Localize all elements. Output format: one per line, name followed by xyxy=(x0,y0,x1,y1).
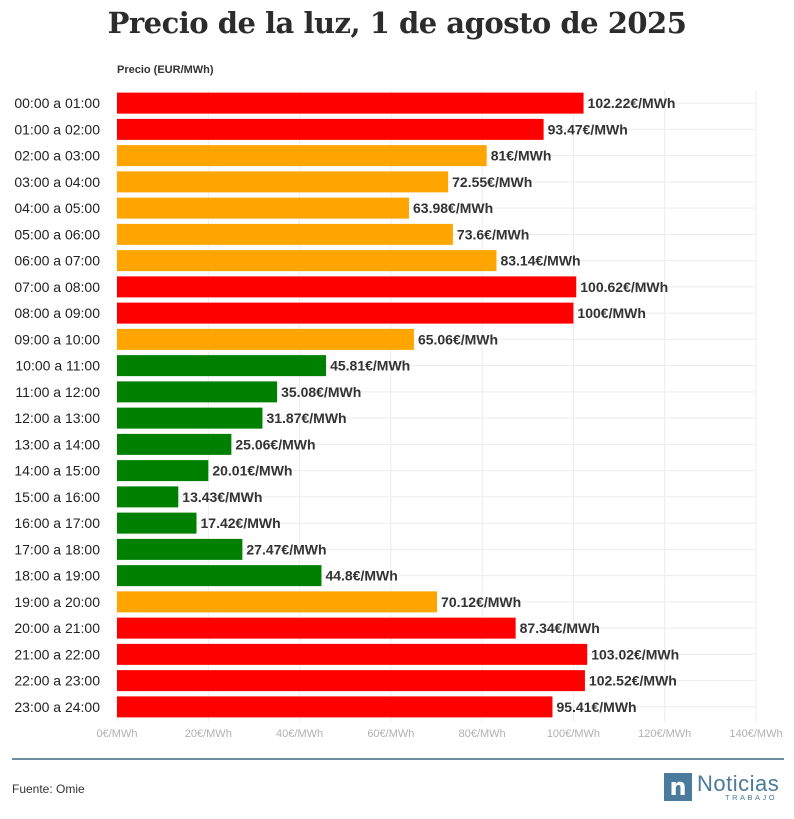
data-label: 45.81€/MWh xyxy=(330,358,410,374)
bar xyxy=(117,118,544,140)
category-label: 21:00 a 22:00 xyxy=(14,646,100,662)
bar xyxy=(117,171,449,193)
category-label: 19:00 a 20:00 xyxy=(14,594,100,610)
logo-mark-icon: n xyxy=(664,773,692,801)
x-tick-label: 60€/MWh xyxy=(367,728,414,740)
category-label: 11:00 a 12:00 xyxy=(15,384,100,400)
category-label: 14:00 a 15:00 xyxy=(14,463,100,479)
bar xyxy=(117,460,209,482)
category-label: 06:00 a 07:00 xyxy=(14,253,100,269)
data-label: 103.02€/MWh xyxy=(591,646,679,662)
category-label: 02:00 a 03:00 xyxy=(14,148,100,164)
bar xyxy=(117,328,414,350)
data-label: 93.47€/MWh xyxy=(548,121,628,137)
data-label: 27.47€/MWh xyxy=(246,541,326,557)
category-label: 04:00 a 05:00 xyxy=(14,200,100,216)
data-label: 65.06€/MWh xyxy=(418,331,498,347)
data-label: 13.43€/MWh xyxy=(182,489,262,505)
x-tick-label: 0€/MWh xyxy=(97,728,138,740)
bar xyxy=(117,302,574,324)
bar xyxy=(117,670,585,692)
bar xyxy=(117,433,232,455)
bar xyxy=(117,512,197,534)
data-label: 83.14€/MWh xyxy=(500,253,580,269)
category-label: 15:00 a 16:00 xyxy=(14,489,100,505)
y-axis-label: Precio (EUR/MWh) xyxy=(117,64,214,76)
bar xyxy=(117,145,487,167)
category-label: 13:00 a 14:00 xyxy=(14,436,100,452)
x-tick-label: 80€/MWh xyxy=(459,728,506,740)
footer-divider xyxy=(12,758,784,760)
bar xyxy=(117,276,577,298)
category-label: 07:00 a 08:00 xyxy=(14,279,100,295)
category-label: 09:00 a 10:00 xyxy=(14,331,100,347)
category-label: 03:00 a 04:00 xyxy=(14,174,100,190)
data-label: 72.55€/MWh xyxy=(452,174,532,190)
source-note: Fuente: Omie xyxy=(12,782,85,796)
category-label: 12:00 a 13:00 xyxy=(14,410,100,426)
bar xyxy=(117,486,179,508)
data-label: 81€/MWh xyxy=(491,148,552,164)
bar xyxy=(117,250,497,272)
category-label: 23:00 a 24:00 xyxy=(14,699,100,715)
x-tick-label: 140€/MWh xyxy=(729,728,782,740)
bar xyxy=(117,643,588,665)
category-label: 22:00 a 23:00 xyxy=(14,673,100,689)
x-tick-label: 40€/MWh xyxy=(276,728,323,740)
data-label: 63.98€/MWh xyxy=(413,200,493,216)
bar xyxy=(117,591,438,613)
bar xyxy=(117,565,322,587)
data-label: 100€/MWh xyxy=(577,305,645,321)
data-label: 20.01€/MWh xyxy=(212,463,292,479)
x-tick-label: 100€/MWh xyxy=(547,728,600,740)
bar xyxy=(117,223,453,245)
chart-title: Precio de la luz, 1 de agosto de 2025 xyxy=(107,6,687,40)
data-label: 17.42€/MWh xyxy=(201,515,281,531)
bar xyxy=(117,197,410,219)
bar-chart: Precio (EUR/MWh) 00:00 a 01:00 102.22€/MW… xyxy=(14,64,782,740)
data-label: 100.62€/MWh xyxy=(580,279,668,295)
logo-wordmark: Noticias xyxy=(697,771,780,796)
category-label: 18:00 a 19:00 xyxy=(14,568,100,584)
data-label: 35.08€/MWh xyxy=(281,384,361,400)
data-label: 31.87€/MWh xyxy=(266,410,346,426)
category-label: 08:00 a 09:00 xyxy=(14,305,100,321)
category-label: 00:00 a 01:00 xyxy=(14,95,100,111)
category-label: 01:00 a 02:00 xyxy=(14,121,100,137)
x-tick-label: 20€/MWh xyxy=(185,728,232,740)
category-label: 17:00 a 18:00 xyxy=(14,541,100,557)
category-label: 10:00 a 11:00 xyxy=(15,358,100,374)
bar xyxy=(117,381,278,403)
data-label: 44.8€/MWh xyxy=(325,568,397,584)
bar xyxy=(117,696,553,718)
bar xyxy=(117,355,327,377)
x-tick-label: 120€/MWh xyxy=(638,728,691,740)
data-label: 70.12€/MWh xyxy=(441,594,521,610)
noticias-trabajo-logo[interactable]: n Noticias TRABAJO xyxy=(664,771,784,802)
data-label: 87.34€/MWh xyxy=(520,620,600,636)
bar xyxy=(117,617,516,639)
category-label: 16:00 a 17:00 xyxy=(14,515,100,531)
data-label: 102.22€/MWh xyxy=(588,95,676,111)
data-label: 102.52€/MWh xyxy=(589,673,677,689)
category-label: 05:00 a 06:00 xyxy=(14,226,100,242)
bar xyxy=(117,92,584,114)
data-label: 73.6€/MWh xyxy=(457,226,529,242)
data-label: 95.41€/MWh xyxy=(556,699,636,715)
bar xyxy=(117,538,243,560)
data-label: 25.06€/MWh xyxy=(235,436,315,452)
logo-subtitle: TRABAJO xyxy=(725,793,778,802)
category-label: 20:00 a 21:00 xyxy=(14,620,100,636)
bar xyxy=(117,407,263,429)
